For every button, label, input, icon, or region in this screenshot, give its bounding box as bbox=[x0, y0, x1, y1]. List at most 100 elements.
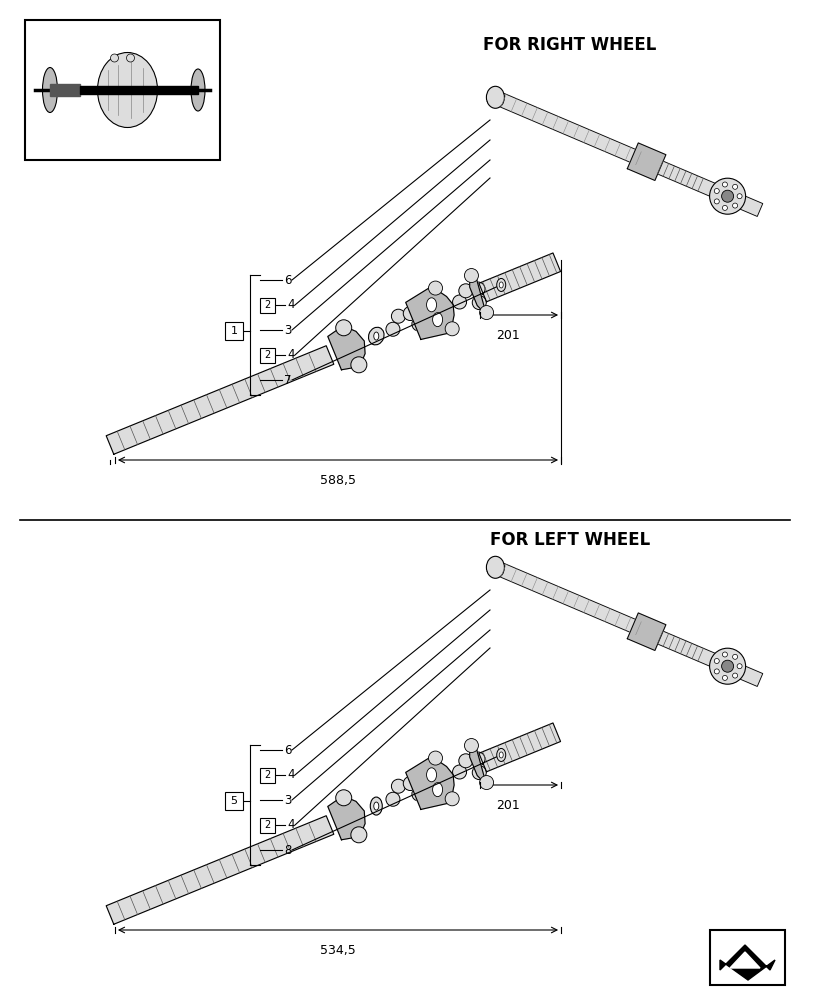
Circle shape bbox=[335, 790, 352, 806]
Circle shape bbox=[464, 739, 478, 753]
Polygon shape bbox=[720, 945, 775, 980]
Bar bbox=[260, 768, 275, 783]
Circle shape bbox=[446, 322, 459, 336]
Circle shape bbox=[392, 779, 406, 793]
Circle shape bbox=[351, 357, 367, 373]
Circle shape bbox=[110, 54, 118, 62]
Circle shape bbox=[722, 675, 727, 680]
Circle shape bbox=[714, 199, 719, 204]
Text: 8: 8 bbox=[284, 844, 291, 856]
Polygon shape bbox=[106, 816, 334, 924]
Ellipse shape bbox=[370, 797, 382, 815]
Text: 1: 1 bbox=[230, 326, 237, 336]
Ellipse shape bbox=[42, 68, 57, 112]
Bar bbox=[260, 348, 275, 363]
Polygon shape bbox=[479, 253, 561, 302]
Circle shape bbox=[403, 777, 417, 791]
Circle shape bbox=[714, 669, 719, 674]
Polygon shape bbox=[328, 796, 365, 840]
Ellipse shape bbox=[427, 298, 437, 312]
Bar bbox=[260, 818, 275, 833]
Circle shape bbox=[351, 827, 367, 843]
Circle shape bbox=[733, 654, 738, 659]
Ellipse shape bbox=[97, 52, 157, 127]
Circle shape bbox=[471, 752, 485, 766]
Polygon shape bbox=[50, 84, 80, 96]
Circle shape bbox=[446, 792, 459, 806]
Circle shape bbox=[412, 317, 426, 331]
Polygon shape bbox=[80, 86, 198, 94]
Circle shape bbox=[459, 284, 472, 298]
Bar bbox=[225, 792, 243, 810]
Circle shape bbox=[722, 652, 727, 657]
Ellipse shape bbox=[432, 313, 442, 327]
Circle shape bbox=[453, 765, 467, 779]
Polygon shape bbox=[406, 286, 455, 339]
Circle shape bbox=[126, 54, 135, 62]
Circle shape bbox=[737, 664, 742, 669]
Text: 4: 4 bbox=[287, 298, 295, 312]
Circle shape bbox=[710, 178, 746, 214]
Text: 201: 201 bbox=[496, 799, 520, 812]
Ellipse shape bbox=[486, 556, 504, 578]
Text: 201: 201 bbox=[496, 329, 520, 342]
Polygon shape bbox=[406, 756, 455, 809]
Circle shape bbox=[472, 296, 486, 310]
Circle shape bbox=[386, 322, 400, 336]
Ellipse shape bbox=[486, 86, 504, 108]
Text: 4: 4 bbox=[287, 818, 295, 832]
Ellipse shape bbox=[499, 752, 503, 758]
Text: 588,5: 588,5 bbox=[320, 474, 356, 487]
Circle shape bbox=[412, 787, 426, 801]
Circle shape bbox=[453, 295, 467, 309]
Circle shape bbox=[714, 658, 719, 663]
Polygon shape bbox=[730, 952, 760, 968]
Text: 3: 3 bbox=[284, 794, 291, 806]
Text: 5: 5 bbox=[230, 796, 237, 806]
Polygon shape bbox=[470, 274, 486, 315]
Circle shape bbox=[428, 751, 442, 765]
Text: 534,5: 534,5 bbox=[320, 944, 356, 957]
Circle shape bbox=[428, 281, 442, 295]
Ellipse shape bbox=[374, 332, 379, 340]
Polygon shape bbox=[328, 326, 365, 370]
Bar bbox=[225, 322, 243, 340]
Circle shape bbox=[737, 194, 742, 199]
Bar bbox=[260, 298, 275, 313]
Text: 2: 2 bbox=[264, 820, 271, 830]
Polygon shape bbox=[470, 744, 486, 785]
Circle shape bbox=[722, 205, 727, 210]
Circle shape bbox=[721, 190, 734, 202]
Polygon shape bbox=[487, 89, 763, 216]
Circle shape bbox=[459, 754, 472, 768]
Text: 4: 4 bbox=[287, 768, 295, 782]
Circle shape bbox=[710, 648, 746, 684]
Ellipse shape bbox=[427, 768, 437, 782]
Ellipse shape bbox=[374, 802, 379, 810]
Circle shape bbox=[480, 776, 494, 790]
Circle shape bbox=[480, 306, 494, 320]
Ellipse shape bbox=[369, 327, 384, 345]
Ellipse shape bbox=[499, 282, 503, 288]
Ellipse shape bbox=[497, 748, 506, 761]
Text: FOR RIGHT WHEEL: FOR RIGHT WHEEL bbox=[483, 36, 657, 54]
Polygon shape bbox=[628, 613, 666, 650]
Text: FOR LEFT WHEEL: FOR LEFT WHEEL bbox=[490, 531, 650, 549]
Circle shape bbox=[733, 184, 738, 189]
Text: 2: 2 bbox=[264, 770, 271, 780]
Text: 7: 7 bbox=[284, 373, 291, 386]
Circle shape bbox=[472, 766, 486, 780]
Ellipse shape bbox=[191, 69, 205, 111]
Polygon shape bbox=[628, 143, 666, 180]
Bar bbox=[25, 20, 220, 160]
Circle shape bbox=[722, 182, 727, 187]
Bar bbox=[710, 930, 785, 985]
Text: 4: 4 bbox=[287, 349, 295, 361]
Circle shape bbox=[403, 307, 417, 321]
Circle shape bbox=[464, 269, 478, 283]
Text: 3: 3 bbox=[284, 324, 291, 336]
Polygon shape bbox=[487, 559, 763, 686]
Text: 6: 6 bbox=[284, 744, 291, 756]
Text: 2: 2 bbox=[264, 351, 271, 360]
Text: 2: 2 bbox=[264, 300, 271, 310]
